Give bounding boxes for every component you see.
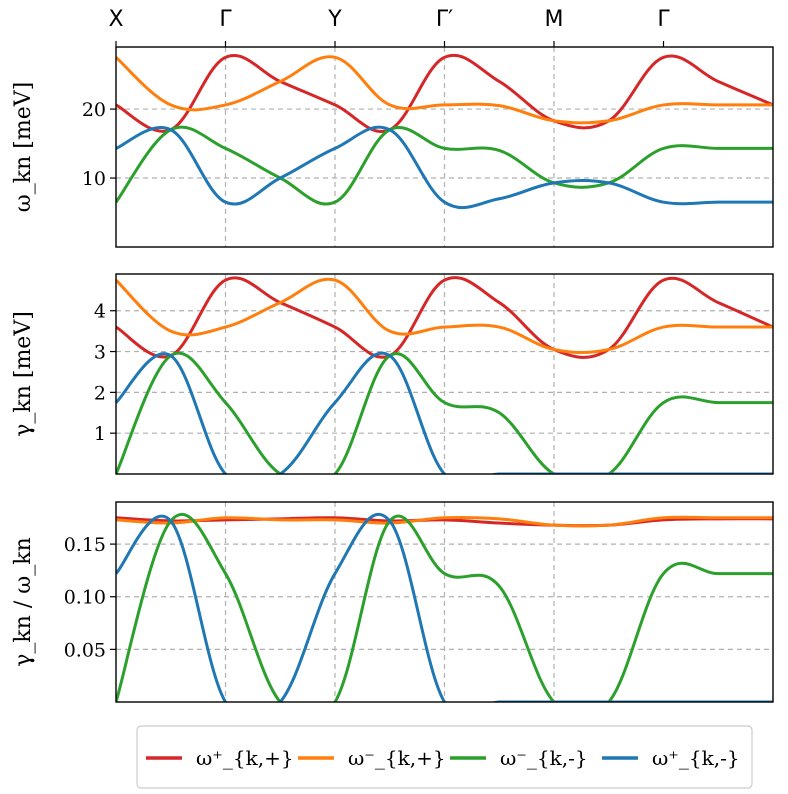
y-tick-label: 10 [82, 168, 106, 190]
series-line [116, 125, 773, 206]
high-symmetry-label: X [108, 7, 123, 32]
y-tick-label: 4 [94, 301, 106, 323]
panel-gamma: 1 2 3 4 γ_kn [meV] [11, 273, 774, 475]
legend-label: ω⁺_{k,-} [652, 746, 740, 770]
legend-frame [136, 725, 753, 789]
y-tick-label: 0.05 [64, 639, 106, 661]
y-tick-label: 3 [94, 342, 106, 364]
legend-label: ω⁺_{k,+} [196, 746, 294, 770]
y-tick-label: 20 [82, 99, 106, 121]
high-symmetry-point-labels: X Γ Y Γ′ M Γ [108, 7, 670, 32]
panel-omega: 10 20 ω_kn [meV] [11, 41, 774, 248]
series-line [116, 351, 773, 474]
y-tick-label: 1 [94, 423, 106, 445]
chart-panels: 10 20 ω_kn [meV] 1 2 3 4 γ_kn [meV] 0.05 0.10 0.15… [11, 41, 774, 703]
series-line [116, 277, 773, 355]
y-tick-label: 0.10 [64, 587, 106, 609]
series-line [116, 512, 773, 702]
high-symmetry-label: Γ [219, 7, 232, 32]
series-line [116, 512, 773, 702]
high-symmetry-label: M [545, 7, 564, 32]
legend-label: ω⁻_{k,+} [348, 746, 446, 770]
series-line [116, 276, 773, 359]
axes-frame [115, 273, 774, 475]
high-symmetry-label: Y [327, 7, 342, 32]
y-tick-label: 2 [94, 382, 106, 404]
legend: ω⁺_{k,+} ω⁻_{k,+} ω⁻_{k,-} ω⁺_{k,-} [136, 725, 753, 789]
series-line [116, 515, 773, 528]
series-line [116, 54, 773, 133]
series-line [116, 351, 773, 474]
high-symmetry-label: Γ [657, 7, 670, 32]
series-line [116, 55, 773, 125]
axes-frame [115, 501, 774, 703]
y-tick-label: 0.15 [64, 534, 106, 556]
legend-label: ω⁻_{k,-} [500, 746, 588, 770]
y-axis-label: ω_kn [meV] [11, 82, 36, 212]
panel-ratio: 0.05 0.10 0.15 γ_kn / ω_kn [11, 501, 774, 703]
y-axis-label: γ_kn / ω_kn [11, 537, 36, 667]
y-axis-label: γ_kn [meV] [11, 311, 36, 437]
high-symmetry-label: Γ′ [436, 7, 453, 32]
series-line [116, 125, 773, 209]
series-line [116, 516, 773, 528]
